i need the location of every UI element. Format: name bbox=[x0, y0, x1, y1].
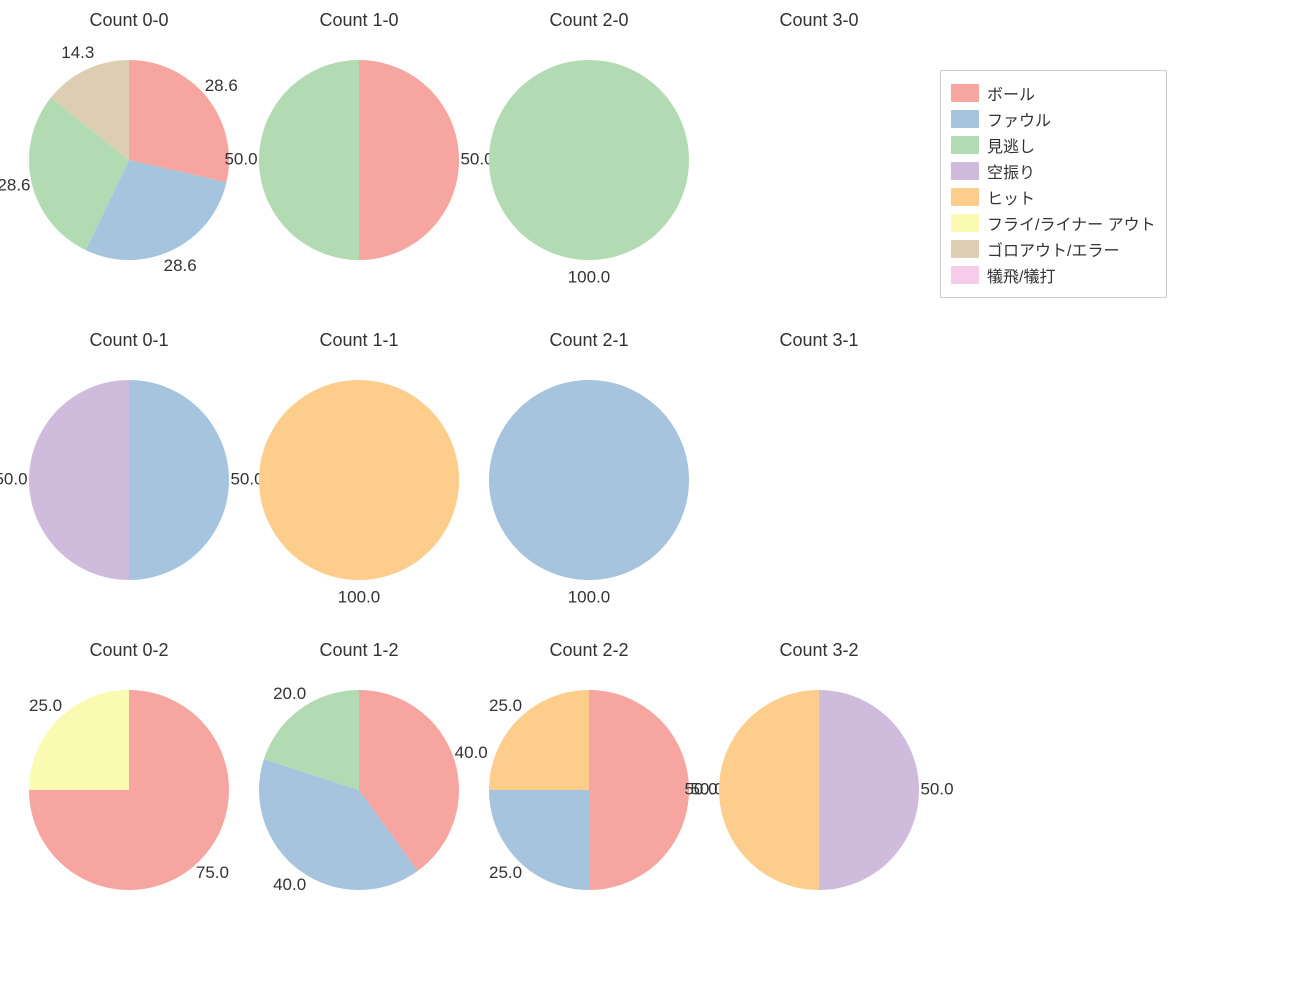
slice-label: 50.0 bbox=[0, 469, 28, 488]
slice-label: 100.0 bbox=[568, 587, 611, 606]
legend-swatch bbox=[951, 240, 979, 258]
panel-title: Count 2-2 bbox=[474, 640, 704, 661]
pie-panel: Count 2-1 100.0 bbox=[474, 330, 704, 630]
slice-label: 25.0 bbox=[489, 863, 522, 882]
legend-swatch bbox=[951, 214, 979, 232]
slice-label: 28.6 bbox=[164, 256, 197, 275]
legend-label: ボール bbox=[987, 81, 1035, 105]
legend-swatch bbox=[951, 84, 979, 102]
legend-label: ファウル bbox=[987, 107, 1051, 131]
pie-slice bbox=[489, 60, 689, 260]
pie-chart: 40.040.020.0 bbox=[259, 690, 459, 890]
panel-title: Count 2-0 bbox=[474, 10, 704, 31]
legend-label: 空振り bbox=[987, 159, 1035, 183]
pie-chart: 50.050.0 bbox=[719, 690, 919, 890]
legend-swatch bbox=[951, 266, 979, 284]
panel-title: Count 1-1 bbox=[244, 330, 474, 351]
legend-swatch bbox=[951, 162, 979, 180]
pie-panel: Count 1-1 100.0 bbox=[244, 330, 474, 630]
legend-label: ゴロアウト/エラー bbox=[987, 237, 1119, 261]
pie-chart: 75.0 25.0 bbox=[29, 690, 229, 890]
pie-chart: 100.0 bbox=[489, 60, 689, 260]
pie-panel: Count 2-250.025.025.0 bbox=[474, 640, 704, 940]
chart-grid: Count 0-028.628.628.614.3Count 1-050.050… bbox=[0, 0, 1300, 1000]
pie-slice bbox=[719, 690, 819, 890]
pie-slice bbox=[589, 690, 689, 890]
pie-panel: Count 0-2 75.0 25.0 bbox=[14, 640, 244, 940]
legend-item: ボール bbox=[951, 81, 1156, 105]
legend-item: ヒット bbox=[951, 185, 1156, 209]
legend-swatch bbox=[951, 110, 979, 128]
panel-title: Count 1-0 bbox=[244, 10, 474, 31]
panel-title: Count 2-1 bbox=[474, 330, 704, 351]
pie-slice bbox=[359, 60, 459, 260]
slice-label: 100.0 bbox=[568, 267, 611, 286]
panel-title: Count 0-2 bbox=[14, 640, 244, 661]
legend-item: 犠飛/犠打 bbox=[951, 263, 1156, 287]
slice-label: 50.0 bbox=[684, 779, 717, 798]
pie-slice bbox=[489, 380, 689, 580]
pie-panel: Count 3-0 bbox=[704, 10, 934, 310]
legend-swatch bbox=[951, 188, 979, 206]
slice-label: 14.3 bbox=[61, 43, 94, 62]
pie-chart: 28.628.628.614.3 bbox=[29, 60, 229, 260]
pie-chart: 100.0 bbox=[489, 380, 689, 580]
panel-title: Count 3-0 bbox=[704, 10, 934, 31]
legend: ボールファウル見逃し空振りヒットフライ/ライナー アウトゴロアウト/エラー犠飛/… bbox=[940, 70, 1167, 298]
slice-label: 28.6 bbox=[0, 176, 31, 195]
pie-chart: 50.050.0 bbox=[29, 380, 229, 580]
pie-panel: Count 3-2 50.050.0 bbox=[704, 640, 934, 940]
pie-panel: Count 2-0 100.0 bbox=[474, 10, 704, 310]
legend-item: 見逃し bbox=[951, 133, 1156, 157]
slice-label: 100.0 bbox=[338, 587, 381, 606]
legend-label: 見逃し bbox=[987, 133, 1035, 157]
slice-label: 20.0 bbox=[273, 684, 306, 703]
legend-swatch bbox=[951, 136, 979, 154]
pie-slice bbox=[819, 690, 919, 890]
pie-chart: 50.050.0 bbox=[259, 60, 459, 260]
pie-panel: Count 1-2 40.040.020.0 bbox=[244, 640, 474, 940]
legend-label: ヒット bbox=[987, 185, 1035, 209]
legend-item: ファウル bbox=[951, 107, 1156, 131]
pie-chart: 100.0 bbox=[259, 380, 459, 580]
slice-label: 25.0 bbox=[29, 696, 62, 715]
pie-slice bbox=[29, 380, 129, 580]
slice-label: 50.0 bbox=[920, 779, 953, 798]
pie-chart bbox=[719, 60, 919, 260]
slice-label: 28.6 bbox=[205, 76, 238, 95]
pie-slice bbox=[129, 380, 229, 580]
pie-slice bbox=[259, 60, 359, 260]
panel-title: Count 3-2 bbox=[704, 640, 934, 661]
legend-label: 犠飛/犠打 bbox=[987, 263, 1055, 287]
pie-slice bbox=[259, 380, 459, 580]
pie-panel: Count 0-0 28.628.628.614.3 bbox=[14, 10, 244, 310]
panel-title: Count 1-2 bbox=[244, 640, 474, 661]
pie-panel: Count 0-1 50.050.0 bbox=[14, 330, 244, 630]
slice-label: 50.0 bbox=[224, 149, 257, 168]
legend-item: 空振り bbox=[951, 159, 1156, 183]
panel-title: Count 0-0 bbox=[14, 10, 244, 31]
legend-label: フライ/ライナー アウト bbox=[987, 211, 1156, 235]
panel-title: Count 3-1 bbox=[704, 330, 934, 351]
pie-chart: 50.025.025.0 bbox=[489, 690, 689, 890]
pie-panel: Count 1-0 50.050.0 bbox=[244, 10, 474, 310]
legend-item: ゴロアウト/エラー bbox=[951, 237, 1156, 261]
slice-label: 75.0 bbox=[196, 863, 229, 882]
pie-chart bbox=[719, 380, 919, 580]
panel-title: Count 0-1 bbox=[14, 330, 244, 351]
legend-item: フライ/ライナー アウト bbox=[951, 211, 1156, 235]
slice-label: 25.0 bbox=[489, 696, 522, 715]
pie-panel: Count 3-1 bbox=[704, 330, 934, 630]
slice-label: 40.0 bbox=[273, 875, 306, 894]
